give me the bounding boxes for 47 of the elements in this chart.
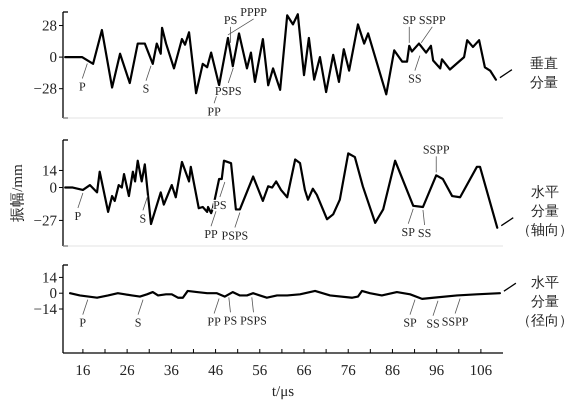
annotation: SP [402,12,416,27]
annotation: S [140,211,146,226]
annotation: S [134,316,142,330]
y-tick-label: 14 [42,270,58,286]
legend-label: 垂直分量 [530,56,558,91]
x-axis-title: t/μs [272,384,294,400]
series-label: 水平分量（轴向） [517,184,573,238]
y-tick-label: 28 [42,18,57,35]
annotation: PSPS [240,313,267,328]
annotation: PP [207,104,222,118]
annotation: SP [403,316,417,330]
annotation: PP [204,227,218,242]
annotation: SSPP [422,142,450,156]
annotation: SSPP [442,314,469,328]
annotation: SP [402,224,416,239]
legend-label: 水平分量（径向） [517,275,573,330]
x-tick-label: 106 [470,363,493,379]
annotation: S [142,82,150,96]
y-tick-label: 0 [50,180,57,197]
x-tick-label: 16 [75,363,91,379]
y-tick-label: 14 [42,163,58,180]
annotation: PPPP [240,4,268,19]
annotation: PSPS [222,228,248,242]
annotation: SS [408,72,422,86]
x-tick-label: 86 [384,363,400,379]
annotation: P [78,79,86,94]
x-tick-label: 46 [208,363,224,379]
y-tick-label: −14 [34,302,58,318]
annotation: PP [207,314,222,328]
annotation: SSPP [418,12,446,27]
y-tick-label: −28 [34,82,57,98]
x-tick-label: 36 [164,363,180,379]
y-tick-label: −27 [34,213,58,230]
annotation: PS [224,12,238,27]
y-tick-label: 0 [50,286,57,302]
x-tick-label: 96 [429,363,445,379]
x-tick-label: 76 [340,363,356,379]
y-axis-title: 振幅/mm [9,164,26,222]
annotation: P [74,208,82,223]
x-tick-label: 66 [296,363,312,379]
annotation: SS [418,226,432,240]
x-tick-label: 56 [252,363,268,379]
annotation: PS [224,313,238,328]
y-tick-label: 0 [50,50,57,66]
annotation: P [79,316,86,330]
annotation: SS [426,316,440,331]
x-tick-label: 26 [120,363,136,379]
